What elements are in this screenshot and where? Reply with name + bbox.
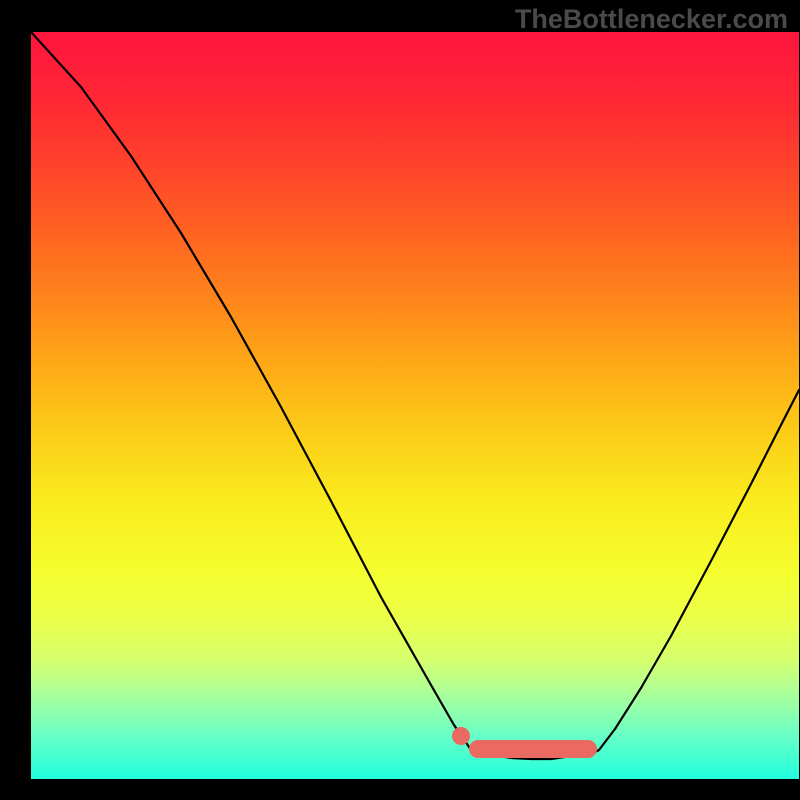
watermark-text: TheBottlenecker.com <box>515 4 788 35</box>
chart-container: TheBottlenecker.com <box>0 0 800 800</box>
plot-area <box>31 32 799 779</box>
gradient-background <box>31 32 799 779</box>
highlight-bar <box>469 740 597 758</box>
plot-svg <box>31 32 799 779</box>
highlight-dot <box>452 727 470 745</box>
